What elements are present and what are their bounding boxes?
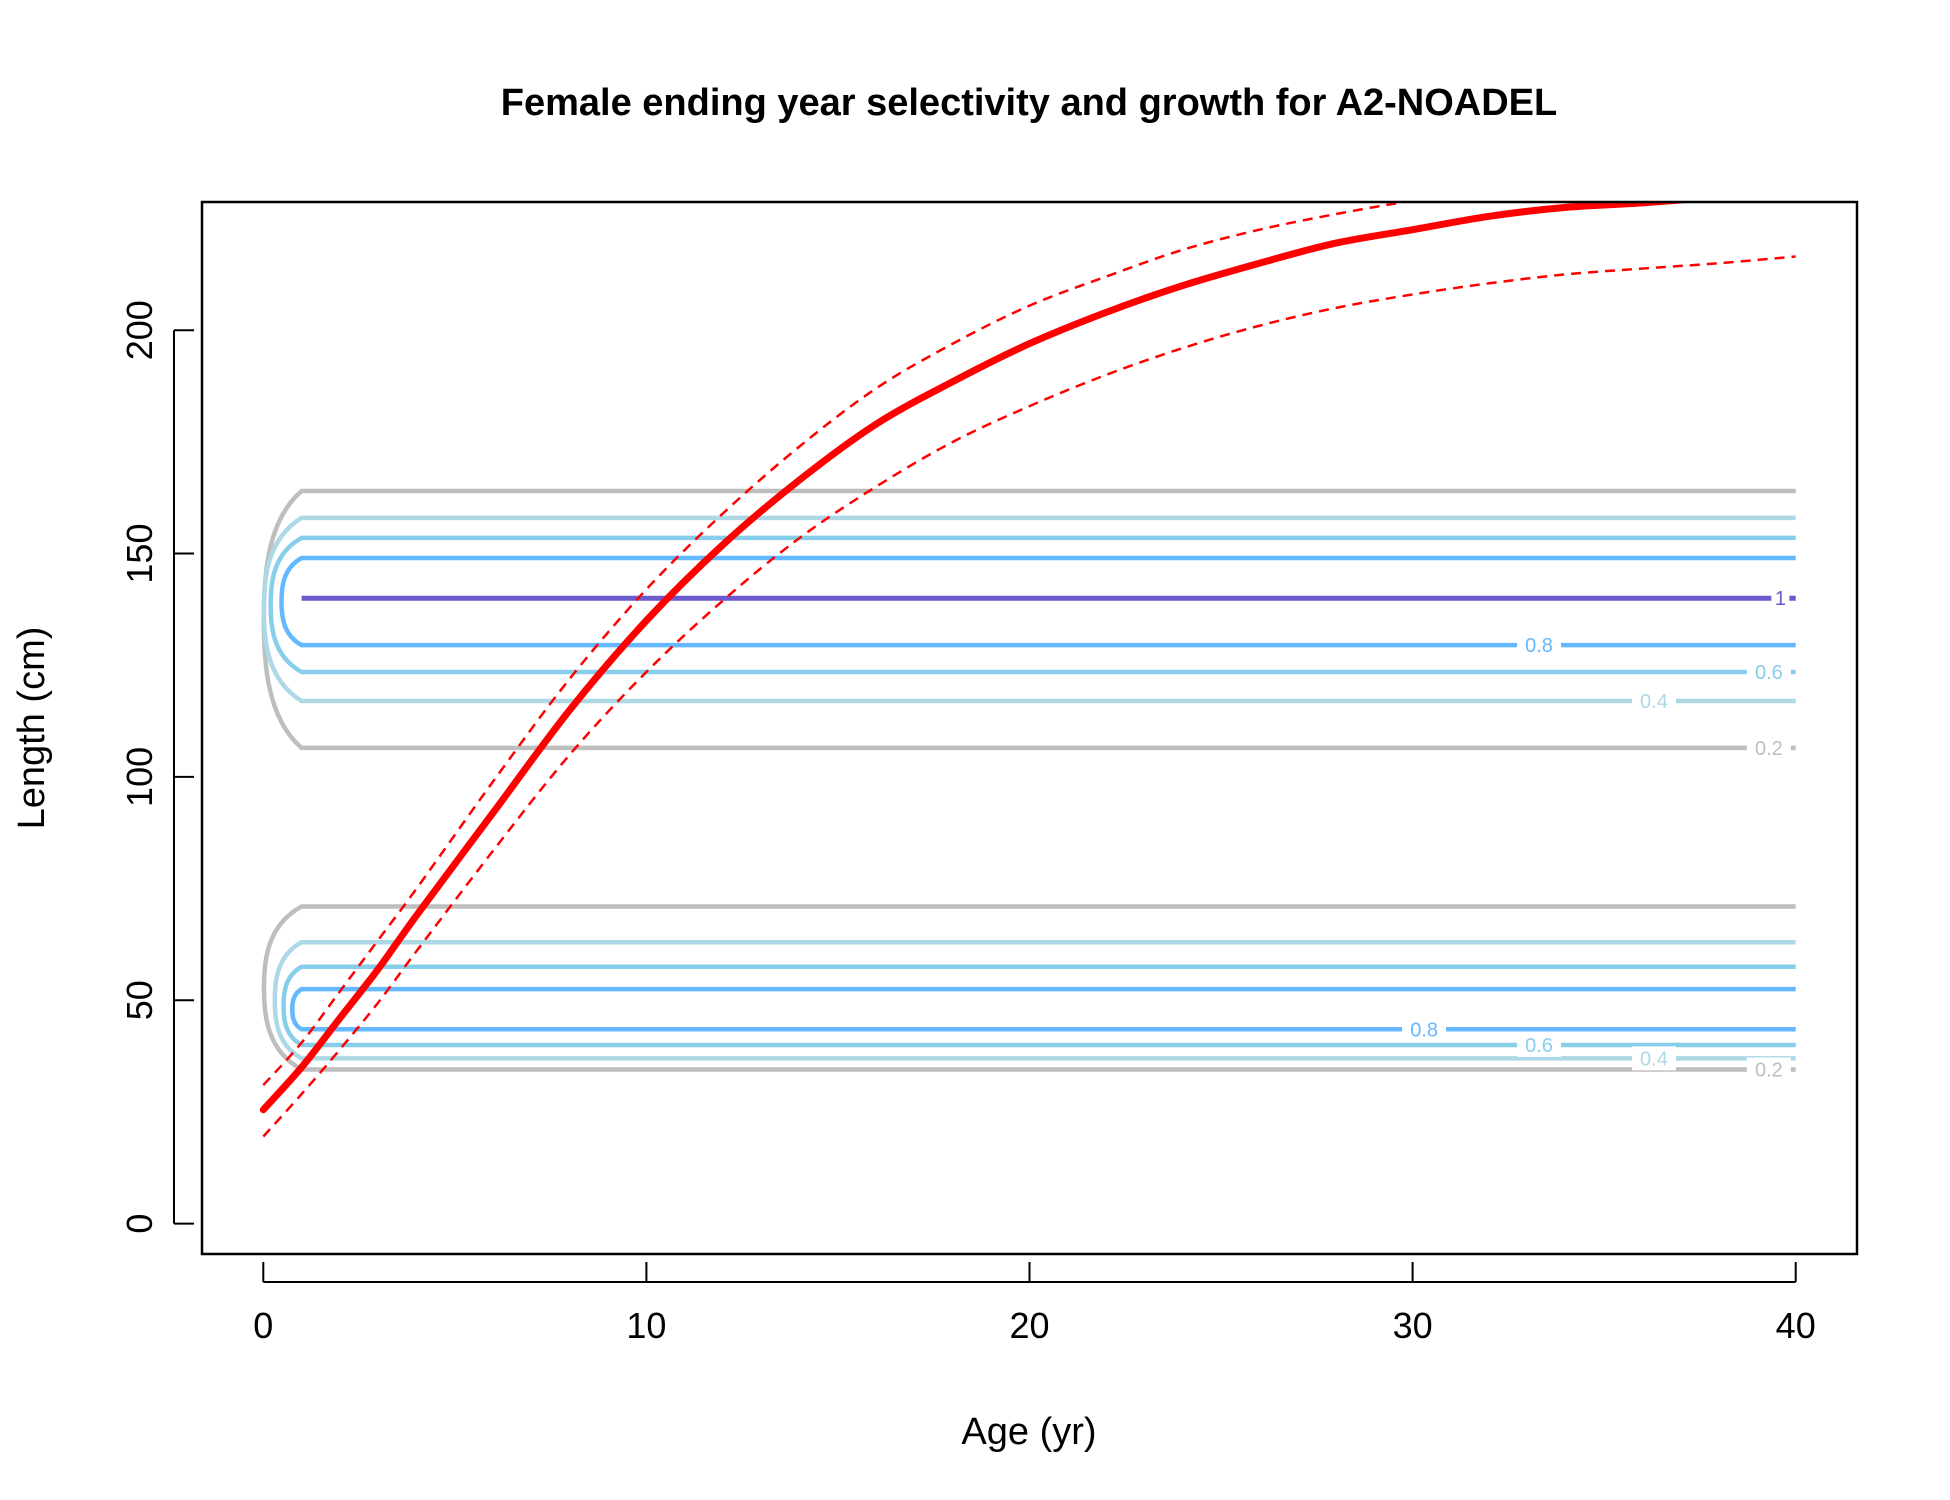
x-tick-label: 40 — [1776, 1305, 1816, 1346]
contour-line-0-4 — [272, 939, 1796, 1061]
y-axis-label: Length (cm) — [11, 627, 53, 830]
growth-mean-line — [259, 202, 1702, 1114]
contour-line-0-2 — [261, 904, 1796, 1072]
contour-label: 0.8 — [1525, 635, 1553, 657]
y-tick-label: 100 — [119, 747, 160, 807]
contour-label: 0.6 — [1525, 1035, 1553, 1057]
contour-label-bg — [1746, 659, 1791, 684]
contour-label-layer: 1 0.8 0.6 0.4 0.2 0.8 0.6 0.4 0.2 — [1402, 586, 1791, 1082]
y-tick-label: 50 — [119, 980, 160, 1020]
contour-line-0-8 — [279, 555, 1796, 648]
growth-upper-ci — [262, 202, 1413, 1086]
contour-line-0-4 — [261, 515, 1796, 704]
contour-label: 0.4 — [1640, 691, 1668, 713]
y-tick-label: 150 — [119, 524, 160, 584]
contour-label: 0.6 — [1755, 662, 1783, 684]
contour-line-0-6 — [281, 964, 1796, 1048]
contour-label-bg — [1402, 1017, 1447, 1042]
contour-label: 1 — [1775, 588, 1786, 610]
contour-label-bg — [1746, 735, 1791, 760]
x-axis: 0 10 20 30 40 — [253, 1262, 1816, 1346]
contour-label: 0.2 — [1755, 738, 1783, 760]
x-tick-label: 20 — [1009, 1305, 1049, 1346]
x-axis-label: Age (yr) — [961, 1411, 1096, 1453]
contour-line-0-8 — [290, 986, 1796, 1032]
plot-frame — [200, 200, 1859, 1256]
contour-line-0-6 — [268, 535, 1796, 675]
contour-label-bg — [1517, 1032, 1562, 1057]
growth-lower-ci — [262, 255, 1796, 1138]
contour-label: 0.8 — [1410, 1019, 1438, 1041]
contour-label-bg — [1771, 586, 1790, 611]
x-tick-label: 0 — [253, 1305, 273, 1346]
contour-line-0-2 — [261, 488, 1796, 751]
contour-label-bg — [1746, 1057, 1791, 1082]
contour-label-bg — [1517, 633, 1562, 658]
contour-layer — [261, 488, 1796, 1072]
contour-label: 0.2 — [1755, 1060, 1783, 1082]
y-axis: 0 50 100 150 200 — [119, 300, 194, 1234]
x-tick-label: 30 — [1393, 1305, 1433, 1346]
y-tick-label: 200 — [119, 300, 160, 360]
contour-label-bg — [1631, 688, 1676, 713]
y-tick-label: 0 — [119, 1214, 160, 1234]
chart-title: Female ending year selectivity and growt… — [501, 82, 1558, 124]
x-tick-label: 10 — [626, 1305, 666, 1346]
contour-label-bg — [1631, 1046, 1676, 1071]
contour-label: 0.4 — [1640, 1048, 1668, 1070]
growth-layer — [259, 202, 1796, 1138]
